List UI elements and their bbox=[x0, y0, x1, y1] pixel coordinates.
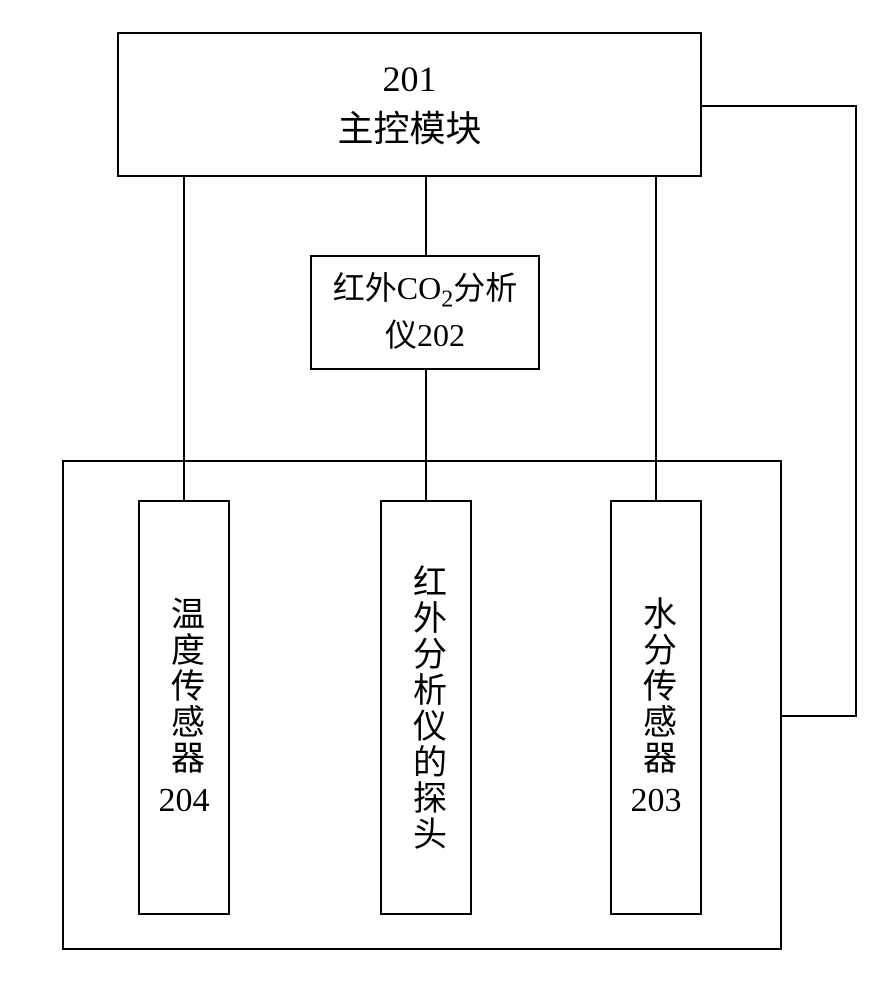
line-right-v bbox=[855, 105, 857, 717]
moisture-sensor-text: 水分传感器 bbox=[636, 596, 675, 776]
line-right-h2 bbox=[782, 715, 857, 717]
temp-sensor-label: 温度传感器 204 bbox=[140, 502, 228, 913]
main-control-label: 201 主控模块 bbox=[119, 34, 700, 175]
analyzer-line1: 红外CO2分析 bbox=[333, 268, 517, 316]
main-control-text: 主控模块 bbox=[337, 100, 481, 152]
moisture-sensor-box: 水分传感器 203 bbox=[610, 500, 702, 915]
line-main-moisture bbox=[655, 177, 657, 500]
line-analyzer-probe bbox=[425, 370, 427, 500]
analyzer-line2: 仪202 bbox=[385, 315, 465, 357]
probe-box: 红外分析仪的探头 bbox=[380, 500, 472, 915]
analyzer-text1c: 分析 bbox=[453, 270, 517, 306]
moisture-sensor-label: 水分传感器 203 bbox=[612, 502, 700, 913]
line-right-h1 bbox=[702, 105, 855, 107]
temp-sensor-text: 温度传感器 bbox=[164, 596, 203, 776]
analyzer-text1: 红外CO bbox=[333, 270, 441, 306]
probe-label: 红外分析仪的探头 bbox=[382, 502, 470, 913]
main-control-number: 201 bbox=[383, 58, 437, 100]
line-main-analyzer bbox=[425, 177, 427, 255]
temp-sensor-number: 204 bbox=[159, 782, 210, 820]
analyzer-sub: 2 bbox=[441, 286, 453, 312]
line-main-temp bbox=[183, 177, 185, 500]
temp-sensor-box: 温度传感器 204 bbox=[138, 500, 230, 915]
probe-text: 红外分析仪的探头 bbox=[406, 564, 445, 852]
analyzer-box: 红外CO2分析 仪202 bbox=[310, 255, 540, 370]
moisture-sensor-number: 203 bbox=[631, 782, 682, 820]
analyzer-label: 红外CO2分析 仪202 bbox=[312, 257, 538, 368]
main-control-box: 201 主控模块 bbox=[117, 32, 702, 177]
